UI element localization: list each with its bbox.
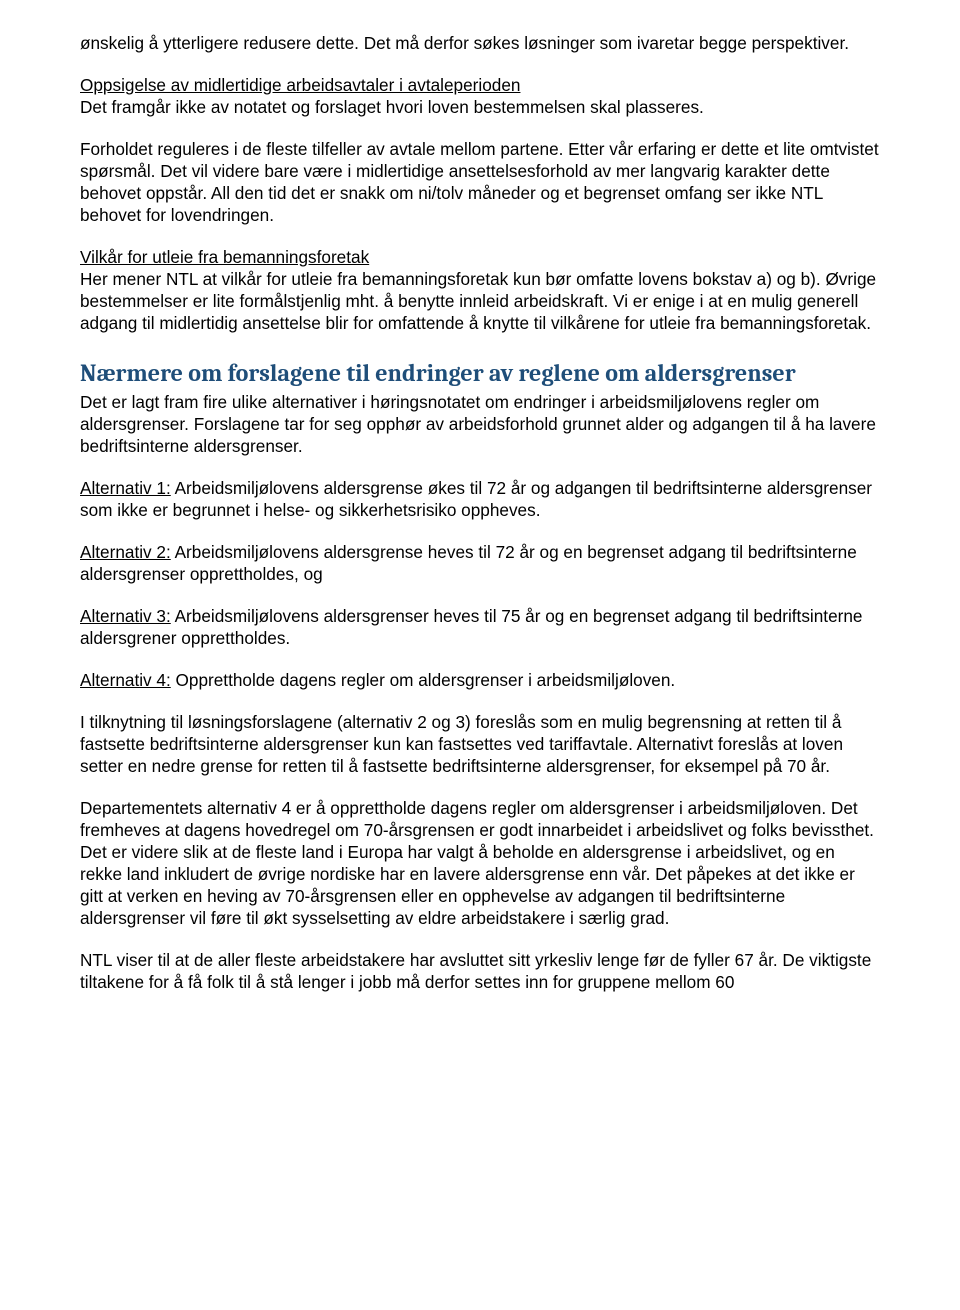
section-heading-aldersgrenser: Nærmere om forslagene til endringer av r… bbox=[80, 358, 880, 389]
alternative-2-text: Arbeidsmiljølovens aldersgrense heves ti… bbox=[80, 542, 857, 584]
paragraph-2: Oppsigelse av midlertidige arbeidsavtale… bbox=[80, 74, 880, 118]
paragraph-4-underlined-lead: Vilkår for utleie fra bemanningsforetak bbox=[80, 247, 369, 267]
alternative-1-label: Alternativ 1: bbox=[80, 478, 171, 498]
paragraph-4: Vilkår for utleie fra bemanningsforetak … bbox=[80, 246, 880, 334]
paragraph-4-body: Her mener NTL at vilkår for utleie fra b… bbox=[80, 269, 876, 333]
alternative-2: Alternativ 2: Arbeidsmiljølovens aldersg… bbox=[80, 541, 880, 585]
alternative-1: Alternativ 1: Arbeidsmiljølovens aldersg… bbox=[80, 477, 880, 521]
alternative-3-text: Arbeidsmiljølovens aldersgrenser heves t… bbox=[80, 606, 862, 648]
alternative-3-label: Alternativ 3: bbox=[80, 606, 171, 626]
paragraph-2-body: Det framgår ikke av notatet og forslaget… bbox=[80, 97, 704, 117]
paragraph-1: ønskelig å ytterligere redusere dette. D… bbox=[80, 32, 880, 54]
paragraph-5: Det er lagt fram fire ulike alternativer… bbox=[80, 391, 880, 457]
paragraph-3: Forholdet reguleres i de fleste tilfelle… bbox=[80, 138, 880, 226]
paragraph-6: I tilknytning til løsningsforslagene (al… bbox=[80, 711, 880, 777]
alternative-2-label: Alternativ 2: bbox=[80, 542, 171, 562]
paragraph-2-underlined-lead: Oppsigelse av midlertidige arbeidsavtale… bbox=[80, 75, 520, 95]
alternative-1-text: Arbeidsmiljølovens aldersgrense økes til… bbox=[80, 478, 872, 520]
alternative-4-text: Opprettholde dagens regler om aldersgren… bbox=[171, 670, 675, 690]
alternative-4-label: Alternativ 4: bbox=[80, 670, 171, 690]
paragraph-7: Departementets alternativ 4 er å opprett… bbox=[80, 797, 880, 929]
alternative-4: Alternativ 4: Opprettholde dagens regler… bbox=[80, 669, 880, 691]
paragraph-8: NTL viser til at de aller fleste arbeids… bbox=[80, 949, 880, 993]
alternative-3: Alternativ 3: Arbeidsmiljølovens aldersg… bbox=[80, 605, 880, 649]
document-page: ønskelig å ytterligere redusere dette. D… bbox=[0, 0, 960, 1310]
